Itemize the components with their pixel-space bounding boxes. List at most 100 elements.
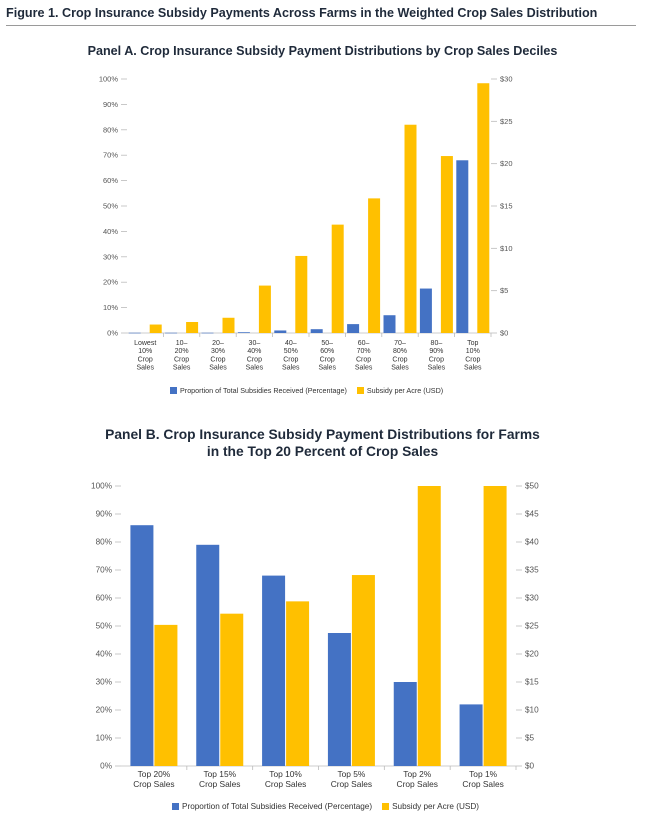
left-axis-tick-label: 10% bbox=[96, 734, 112, 743]
legend-label-subsidy: Subsidy per Acre (USD) bbox=[392, 802, 480, 811]
bar-subsidy-per-acre bbox=[483, 486, 507, 766]
category-label: Sales bbox=[355, 365, 373, 372]
category-label: Lowest bbox=[134, 340, 156, 347]
bar-subsidy-per-acre bbox=[440, 156, 453, 333]
category-label: Top bbox=[467, 340, 478, 347]
category-label: Top 10% bbox=[269, 769, 302, 779]
category-label: Crop Sales bbox=[265, 779, 306, 789]
bar-subsidy-per-acre bbox=[186, 321, 199, 333]
category-label: Sales bbox=[136, 365, 154, 372]
right-axis-tick-label: $5 bbox=[525, 734, 535, 743]
right-axis-tick-label: $15 bbox=[500, 202, 513, 211]
category-label: Sales bbox=[464, 365, 482, 372]
bar-proportion bbox=[128, 332, 141, 334]
legend-swatch-gold bbox=[382, 803, 390, 810]
right-axis-tick-label: $25 bbox=[525, 622, 539, 631]
category-label: 70– bbox=[394, 340, 406, 347]
bar-proportion bbox=[456, 160, 469, 333]
right-axis-tick-label: $30 bbox=[500, 75, 513, 84]
bar-proportion bbox=[327, 633, 351, 766]
left-axis-tick-label: 40% bbox=[103, 227, 118, 236]
bar-subsidy-per-acre bbox=[331, 224, 344, 333]
right-axis-tick-label: $10 bbox=[500, 244, 513, 253]
left-axis-tick-label: 60% bbox=[103, 176, 118, 185]
left-axis-tick-label: 80% bbox=[96, 538, 112, 547]
legend-label-proportion: Proportion of Total Subsidies Received (… bbox=[182, 802, 373, 811]
category-label: 50– bbox=[321, 340, 333, 347]
category-label: Crop Sales bbox=[462, 779, 503, 789]
right-axis-tick-label: $25 bbox=[500, 117, 513, 126]
category-label: Top 20% bbox=[138, 769, 171, 779]
category-label: Crop bbox=[283, 356, 298, 363]
left-axis-tick-label: 50% bbox=[96, 622, 112, 631]
panel-b-chart: 0% 10% 20% 30% 40% 50% 60% 70% 80% 90% 100% $0 $5 $10… bbox=[91, 482, 539, 790]
bar-subsidy-per-acre bbox=[417, 486, 441, 766]
category-label: Crop bbox=[247, 356, 262, 363]
left-axis-tick-label: 0% bbox=[107, 329, 118, 338]
panel-b-title-line-2: in the Top 20 Percent of Crop Sales bbox=[206, 444, 439, 459]
category-label: 10– bbox=[176, 340, 188, 347]
category-label: Crop bbox=[174, 356, 189, 363]
panel-a-legend: Proportion of Total Subsidies Received (… bbox=[170, 386, 453, 395]
category-label: 20– bbox=[212, 340, 224, 347]
left-axis-tick-label: 70% bbox=[96, 566, 112, 575]
right-axis-tick-label: $20 bbox=[500, 159, 513, 168]
legend-swatch-blue bbox=[172, 803, 179, 810]
bar-proportion bbox=[237, 332, 250, 333]
category-label: 80% bbox=[393, 348, 407, 355]
right-axis-tick-label: $35 bbox=[525, 566, 539, 575]
category-label: Crop bbox=[392, 356, 407, 363]
bar-proportion bbox=[165, 332, 178, 334]
category-label: 10% bbox=[138, 348, 152, 355]
category-label: Sales bbox=[246, 365, 264, 372]
right-axis-tick-label: $20 bbox=[525, 650, 539, 659]
category-label: Crop bbox=[429, 356, 444, 363]
left-axis-tick-label: 80% bbox=[103, 125, 118, 134]
category-label: Crop Sales bbox=[199, 779, 240, 789]
bar-subsidy-per-acre bbox=[149, 324, 162, 333]
category-label: Top 2% bbox=[403, 769, 431, 779]
bar-proportion bbox=[419, 288, 432, 333]
legend-item-proportion: Proportion of Total Subsidies Received (… bbox=[170, 386, 347, 395]
category-label: Crop Sales bbox=[397, 779, 438, 789]
bar-subsidy-per-acre bbox=[220, 613, 244, 766]
category-label: Crop bbox=[465, 356, 480, 363]
left-axis-tick-label: 40% bbox=[96, 650, 112, 659]
right-axis-tick-label: $50 bbox=[525, 482, 539, 491]
right-axis-tick-label: $0 bbox=[525, 762, 535, 771]
category-label: Sales bbox=[173, 365, 191, 372]
left-axis-tick-label: 20% bbox=[96, 706, 112, 715]
left-axis-tick-label: 0% bbox=[100, 762, 112, 771]
category-label: 30– bbox=[249, 340, 261, 347]
bar-proportion bbox=[459, 704, 483, 766]
category-label: 40– bbox=[285, 340, 297, 347]
left-axis-tick-label: 90% bbox=[103, 100, 118, 109]
title-divider bbox=[6, 25, 636, 26]
category-label: Crop Sales bbox=[133, 779, 174, 789]
bar-subsidy-per-acre bbox=[258, 285, 271, 333]
left-axis-tick-label: 90% bbox=[96, 510, 112, 519]
bar-proportion bbox=[262, 575, 286, 766]
category-label: Crop bbox=[320, 356, 335, 363]
legend-label-subsidy: Subsidy per Acre (USD) bbox=[366, 386, 444, 395]
bar-subsidy-per-acre bbox=[404, 124, 417, 333]
left-axis-tick-label: 100% bbox=[99, 75, 119, 84]
bar-proportion bbox=[274, 330, 287, 333]
left-axis-tick-label: 30% bbox=[96, 678, 112, 687]
left-axis-tick-label: 70% bbox=[103, 151, 118, 160]
panel-a-title: Panel A. Crop Insurance Subsidy Payment … bbox=[87, 44, 558, 58]
category-label: 30% bbox=[211, 348, 225, 355]
category-label: 40% bbox=[247, 348, 261, 355]
bar-subsidy-per-acre bbox=[222, 317, 235, 333]
left-axis-tick-label: 60% bbox=[96, 594, 112, 603]
category-label: Crop bbox=[356, 356, 371, 363]
left-axis-tick-label: 20% bbox=[103, 278, 118, 287]
bar-proportion bbox=[130, 525, 154, 766]
left-axis-tick-label: 10% bbox=[103, 303, 118, 312]
bar-subsidy-per-acre bbox=[477, 83, 490, 333]
left-axis-tick-label: 50% bbox=[103, 202, 118, 211]
bar-proportion bbox=[201, 332, 214, 334]
category-label: 50% bbox=[284, 348, 298, 355]
legend-swatch-gold bbox=[356, 387, 364, 394]
bar-subsidy-per-acre bbox=[154, 624, 178, 766]
